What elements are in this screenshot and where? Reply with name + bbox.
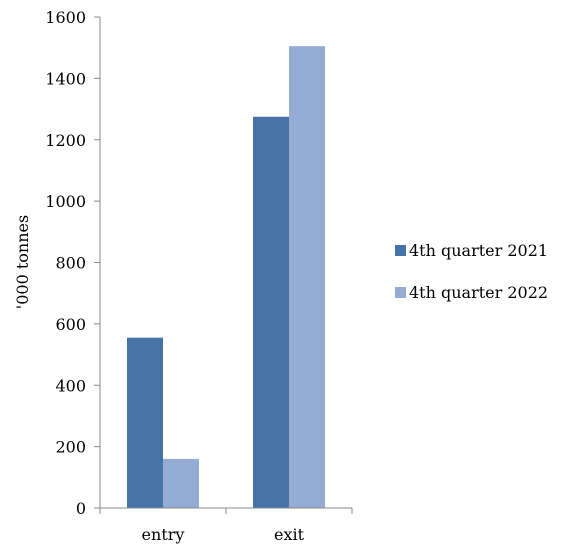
- x-category-label: entry: [142, 525, 185, 544]
- y-tick-label: 1600: [45, 8, 86, 27]
- y-tick-label: 800: [55, 254, 86, 273]
- legend-label: 4th quarter 2021: [409, 241, 548, 260]
- y-tick-label: 1400: [45, 69, 86, 88]
- y-axis-title: '000 tonnes: [13, 215, 32, 309]
- y-tick-label: 0: [76, 499, 86, 518]
- bars: [127, 46, 325, 508]
- y-tick-label: 1200: [45, 131, 86, 150]
- bar-exit-series-2: [289, 46, 325, 508]
- bar-exit-series-1: [253, 116, 289, 508]
- y-tick-label: 600: [55, 315, 86, 334]
- y-tick-label: 400: [55, 376, 86, 395]
- x-category-label: exit: [274, 525, 305, 544]
- y-tick-label: 1000: [45, 192, 86, 211]
- legend: 4th quarter 2021 4th quarter 2022: [395, 241, 548, 302]
- legend-swatch: [395, 287, 406, 298]
- y-tick-label: 200: [55, 438, 86, 457]
- legend-swatch: [395, 245, 406, 256]
- bar-entry-series-2: [163, 458, 199, 508]
- x-axis-ticks: entry exit: [99, 508, 353, 544]
- legend-label: 4th quarter 2022: [409, 283, 548, 302]
- bar-entry-series-1: [127, 337, 163, 508]
- y-axis-ticks: 0 200 400 600 800 1000 1200 1400 1600: [45, 8, 100, 518]
